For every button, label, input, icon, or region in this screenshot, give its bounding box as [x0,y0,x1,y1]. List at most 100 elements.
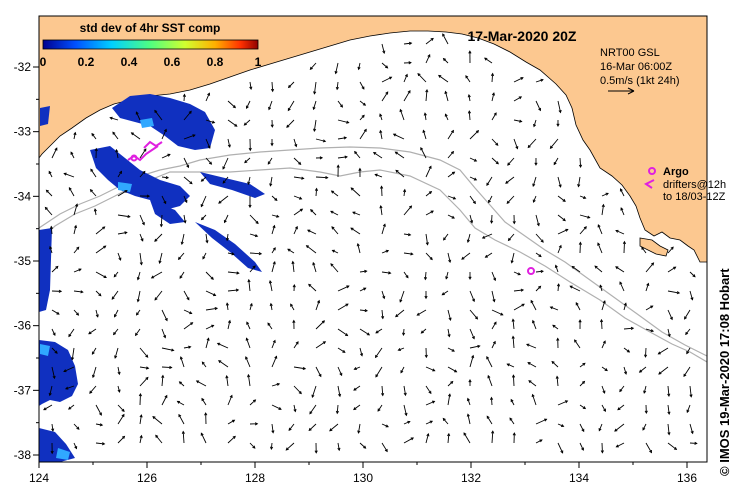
current-vector-head [397,347,401,351]
current-vector-head [651,262,655,266]
current-vector [68,328,75,337]
current-vector [244,119,251,126]
current-vector [403,189,406,197]
current-vector-head [521,303,525,307]
current-vector-head [450,150,455,155]
current-vector [94,208,97,216]
current-vector-head [555,375,559,379]
current-vector-head [269,183,273,187]
current-vector-head [690,297,694,301]
current-vector [201,398,207,406]
current-vector-head [623,302,627,306]
current-vector-head [549,306,554,310]
current-vector [217,342,229,349]
current-vector [597,243,603,254]
current-vector-head [145,354,149,358]
current-vector [579,381,585,387]
current-vector [313,100,317,110]
current-vector [667,266,676,273]
colorbar-tick-label: 1 [255,55,262,69]
argo-legend-title: Argo [663,166,689,178]
current-vector-head [353,367,357,371]
current-vector-head [430,210,434,214]
current-vector-head [181,430,185,434]
current-vector-head [423,112,427,116]
current-vector-head [244,160,248,164]
current-vector-head [420,146,424,151]
current-vector [575,302,581,311]
current-vector [484,57,493,64]
current-vector-head [308,427,312,432]
current-vector-head [536,223,540,227]
current-vector-head [374,354,378,359]
current-vector-head [102,226,106,230]
current-vector-head [216,342,221,346]
current-vector [557,100,561,113]
current-vector [287,248,295,254]
current-vector [71,347,75,360]
current-scale-arrow [608,87,635,95]
current-vector-head [91,351,95,355]
current-vector-head [532,199,536,203]
current-vector [645,262,654,273]
current-vector-head [402,188,407,193]
current-vector [161,129,167,140]
current-vector [271,340,276,349]
current-vector-head [58,289,63,293]
current-vector [491,431,494,444]
x-axis: 124 126 128 130 132 134 136 [29,462,697,485]
current-vector-head [495,142,499,146]
current-vector-head [293,408,297,413]
argo-legend-line2: to 18/03-12Z [663,191,726,203]
current-vector-head [532,183,536,187]
current-vector [183,290,190,300]
current-vector [579,362,586,368]
current-vector-head [385,65,389,69]
current-vector-head [249,86,253,90]
current-vector-head [405,275,409,279]
current-vector-head [472,298,475,303]
current-vector-head [231,419,236,423]
current-vector-head [255,220,259,225]
current-vector [574,339,581,349]
current-vector-head [473,177,478,181]
current-vector-head [511,374,516,378]
current-vector-head [447,334,451,338]
current-vector [685,328,691,335]
current-vector-head [527,144,531,149]
current-vector [358,423,361,434]
current-vector-head [179,275,183,279]
x-axis-tick-label: 134 [569,471,589,485]
current-vector-head [114,355,118,359]
current-vector-head [309,411,313,415]
y-axis-tick-label: -37 [14,383,32,397]
current-vector [137,271,141,280]
current-vector-head [73,224,78,229]
current-vector-head [318,373,322,378]
current-vector [535,233,544,243]
current-vector-head [218,360,222,364]
current-vector [91,347,97,355]
current-vector [293,385,302,394]
current-vector [154,110,163,121]
current-vector [468,94,471,102]
current-vector-head [667,333,671,338]
current-vector-head [188,345,192,349]
current-vector [615,230,625,235]
current-vector-head [597,242,601,246]
current-vector-head [408,41,413,45]
current-vector-head [556,283,561,287]
current-vector [161,328,166,338]
current-vector-head [308,283,312,287]
current-vector-head [78,268,82,272]
current-vector [422,130,427,140]
current-vector [65,385,75,390]
current-vector [315,176,328,179]
current-vector [425,191,432,197]
current-vector [315,188,318,197]
current-vector-head [574,339,578,343]
current-vector [68,187,75,197]
current-vector-head [161,374,165,378]
current-vector-head [410,252,414,256]
current-vector-head [643,354,648,358]
